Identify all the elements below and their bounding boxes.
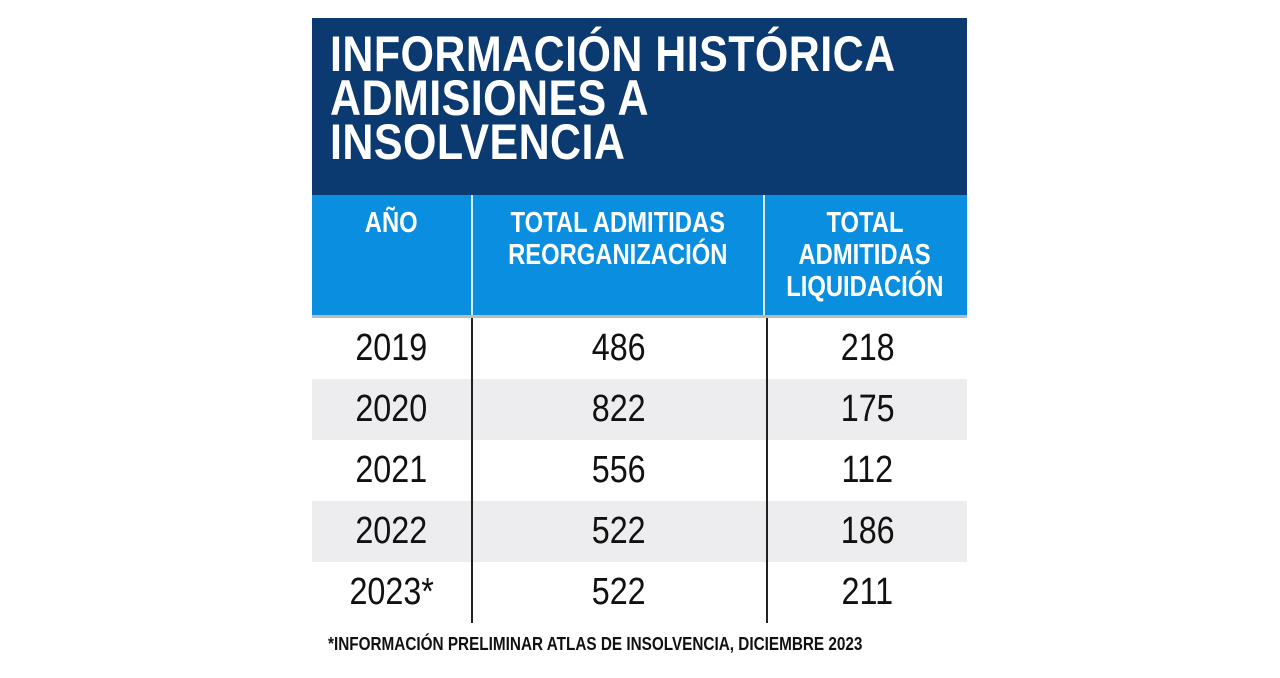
cell-value: 2023* (349, 571, 434, 613)
header-text: TOTAL ADMITIDAS (510, 207, 726, 239)
cell-value: 175 (840, 388, 895, 430)
reorganizacion-cell: 522 (470, 501, 768, 562)
year-cell: 2023* (312, 562, 471, 623)
reorganizacion-cell: 822 (470, 379, 768, 440)
table-row: 2022 522 186 (312, 501, 967, 562)
cell-value: 2021 (355, 449, 428, 491)
cell-value: 486 (592, 327, 647, 369)
table-row: 2020 822 175 (312, 379, 967, 440)
year-cell: 2019 (312, 318, 471, 379)
cell-value: 822 (592, 388, 647, 430)
insolvency-table-card: INFORMACIÓN HISTÓRICA ADMISIONES A INSOL… (312, 18, 967, 623)
reorganizacion-cell: 486 (470, 318, 768, 379)
reorganizacion-cell: 522 (470, 562, 768, 623)
table-row: 2021 556 112 (312, 440, 967, 501)
liquidacion-cell: 211 (768, 562, 967, 623)
header-liquidacion: TOTAL ADMITIDAS LIQUIDACIÓN (765, 195, 965, 315)
cell-value: 2019 (355, 327, 428, 369)
liquidacion-cell: 218 (768, 318, 967, 379)
header-text: REORGANIZACIÓN (508, 239, 728, 271)
cell-value: 2020 (355, 388, 428, 430)
title-line: ADMISIONES A (330, 70, 649, 126)
cell-value: 112 (841, 449, 894, 491)
table-header: AÑO TOTAL ADMITIDAS REORGANIZACIÓN TOTAL… (312, 195, 967, 318)
footnote: *INFORMACIÓN PRELIMINAR ATLAS DE INSOLVE… (328, 634, 863, 654)
table-title: INFORMACIÓN HISTÓRICA ADMISIONES A INSOL… (312, 18, 967, 195)
liquidacion-cell: 186 (768, 501, 967, 562)
cell-value: 522 (592, 510, 647, 552)
table-row: 2019 486 218 (312, 318, 967, 379)
cell-value: 186 (840, 510, 895, 552)
table-row: 2023* 522 211 (312, 562, 967, 623)
cell-value: 556 (592, 449, 647, 491)
cell-value: 211 (841, 571, 894, 613)
header-text: TOTAL (826, 207, 904, 239)
reorganizacion-cell: 556 (470, 440, 768, 501)
header-text: LIQUIDACIÓN (786, 271, 944, 303)
header-text: ADMITIDAS (798, 239, 932, 271)
header-reorganizacion: TOTAL ADMITIDAS REORGANIZACIÓN (471, 195, 765, 315)
cell-value: 2022 (355, 510, 428, 552)
year-cell: 2020 (312, 379, 471, 440)
liquidacion-cell: 175 (768, 379, 967, 440)
year-cell: 2021 (312, 440, 471, 501)
cell-value: 218 (840, 327, 895, 369)
cell-value: 522 (592, 571, 647, 613)
header-year: AÑO (312, 195, 471, 315)
year-cell: 2022 (312, 501, 471, 562)
table-body: 2019 486 218 2020 822 175 2021 556 112 2022 522 186… (312, 318, 967, 623)
title-line: INFORMACIÓN HISTÓRICA (330, 26, 896, 82)
header-text: AÑO (365, 207, 418, 239)
title-line: INSOLVENCIA (330, 114, 626, 170)
liquidacion-cell: 112 (768, 440, 967, 501)
